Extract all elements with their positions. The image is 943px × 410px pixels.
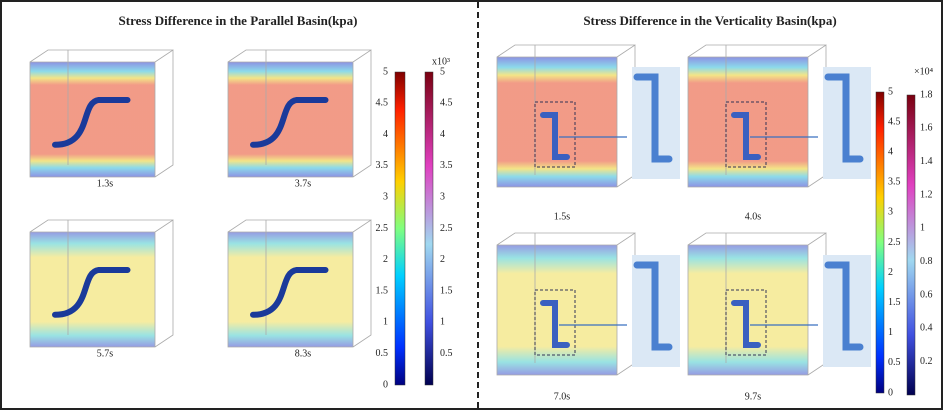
field: [30, 232, 155, 347]
colorbar-tick: 3: [888, 207, 893, 218]
colorbar-tick: 1: [440, 317, 445, 328]
colorbar-tick: 1.6: [920, 123, 933, 134]
right-title: Stress Difference in the Verticality Bas…: [583, 13, 836, 28]
colorbar: [876, 92, 884, 393]
colorbar-tick: 2: [888, 267, 893, 278]
colorbar-tick: 3.5: [440, 160, 453, 171]
colorbar-tick: 1.2: [920, 189, 933, 200]
colorbar-tick: 3.5: [888, 177, 901, 188]
colorbar-tick: 2: [383, 254, 388, 265]
colorbar-tick: 1.5: [888, 297, 901, 308]
colorbar-tick: 4: [383, 129, 388, 140]
colorbar: [907, 95, 915, 395]
figure: Stress Difference in the Parallel Basin(…: [0, 0, 943, 410]
colorbar-tick: 4.5: [376, 98, 389, 109]
colorbar: [425, 72, 433, 385]
colorbar-tick: 1: [383, 317, 388, 328]
colorbar-tick: 1.5: [440, 285, 453, 296]
colorbar-tick: 1: [920, 223, 925, 234]
time-label: 5.7s: [97, 348, 114, 359]
colorbar-tick: 1.5: [376, 285, 389, 296]
colorbar-tick: 0: [383, 379, 388, 390]
colorbar-tick: 0.2: [920, 356, 933, 367]
field: [228, 232, 353, 347]
colorbar-tick: 4.5: [440, 98, 453, 109]
colorbar: [395, 72, 405, 385]
time-label: 8.3s: [295, 348, 312, 359]
time-label: 1.3s: [97, 178, 114, 189]
colorbar-tick: 4: [440, 129, 445, 140]
field: [30, 62, 155, 177]
colorbar-tick: 0.5: [888, 357, 901, 368]
colorbar-tick: 0.8: [920, 256, 933, 267]
colorbar-exponent: x10³: [432, 56, 450, 67]
colorbar-tick: 3: [440, 191, 445, 202]
colorbar-tick: 2.5: [376, 223, 389, 234]
colorbar-tick: 0: [888, 387, 893, 398]
time-label: 7.0s: [554, 391, 571, 402]
colorbar-tick: 0.5: [440, 348, 453, 359]
colorbar-tick: 0.6: [920, 289, 933, 300]
colorbar-tick: 3: [383, 191, 388, 202]
colorbar-tick: 0.4: [920, 323, 933, 334]
time-label: 9.7s: [745, 391, 762, 402]
colorbar-tick: 1: [888, 327, 893, 338]
time-label: 3.7s: [295, 178, 312, 189]
colorbar-tick: 1.8: [920, 89, 933, 100]
colorbar-tick: 4.5: [888, 116, 901, 127]
colorbar-exponent: ×10⁴: [914, 66, 934, 77]
colorbar-tick: 5: [888, 86, 893, 97]
colorbar-tick: 2: [440, 254, 445, 265]
colorbar-tick: 5: [383, 66, 388, 77]
colorbar-tick: 1.4: [920, 156, 933, 167]
time-label: 4.0s: [745, 211, 762, 222]
colorbar-tick: 4: [888, 146, 893, 157]
colorbar-tick: 2.5: [888, 237, 901, 248]
colorbar-tick: 3.5: [376, 160, 389, 171]
time-label: 1.5s: [554, 211, 571, 222]
colorbar-tick: 5: [440, 66, 445, 77]
art: 1.3s 3.7s 5.7s 8.3s 1.5s 4.0s 7.0s 9.7s 5 4.5 4 3.5…: [30, 45, 934, 402]
colorbar-tick: 0.5: [376, 348, 389, 359]
left-title: Stress Difference in the Parallel Basin(…: [119, 13, 358, 28]
field: [228, 62, 353, 177]
colorbar-tick: 2.5: [440, 223, 453, 234]
